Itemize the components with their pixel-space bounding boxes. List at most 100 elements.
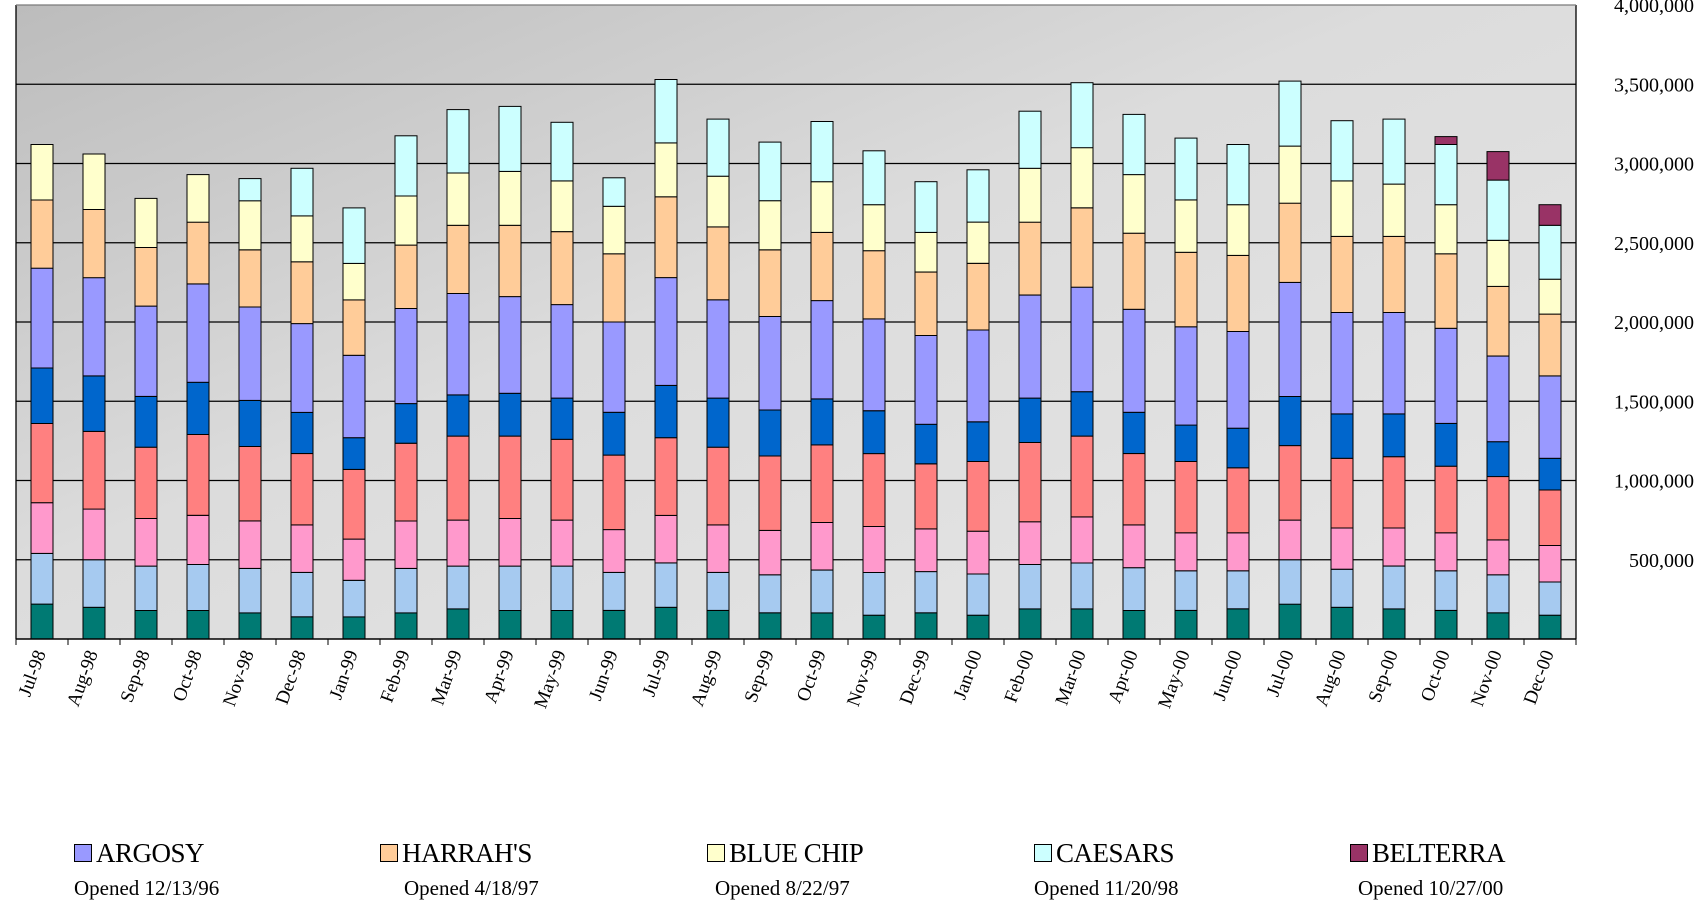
x-tick-label: Sep-98	[117, 648, 155, 706]
bar-segment	[342, 437, 366, 470]
bar-segment	[914, 463, 938, 530]
bar-segment	[1538, 375, 1562, 459]
bar-segment	[342, 616, 366, 640]
bar-segment	[186, 283, 210, 383]
legend-item-belterra: BELTERRA Opened 10/27/00	[1350, 838, 1570, 901]
bar-segment	[446, 394, 470, 437]
legend-item-argosy: ARGOSY Opened 12/13/96	[74, 838, 294, 901]
bar-segment	[1070, 286, 1094, 393]
bar-segment	[550, 304, 574, 399]
bar-segment	[1226, 570, 1250, 610]
bar-segment	[914, 528, 938, 573]
x-tick-label: Sep-99	[741, 648, 779, 706]
x-tick-label: Feb-99	[377, 648, 415, 706]
bar-segment	[1486, 539, 1510, 576]
bar-segment	[1070, 608, 1094, 640]
bar-segment	[654, 606, 678, 640]
legend-swatch-caesars	[1034, 844, 1052, 862]
bar-segment	[1486, 476, 1510, 541]
bar-segment	[1382, 183, 1406, 237]
legend-label-argosy: ARGOSY	[96, 837, 205, 868]
legend-opened-blue-chip: Opened 8/22/97	[715, 876, 850, 900]
bar-segment	[966, 573, 990, 616]
x-tick-label: Dec-98	[272, 648, 311, 708]
x-tick-label: Nov-98	[219, 648, 259, 710]
bar-segment	[290, 215, 314, 263]
legend-swatch-argosy	[74, 844, 92, 862]
bar-segment	[134, 197, 158, 248]
bar-segment	[550, 438, 574, 521]
bar-segment	[1538, 545, 1562, 583]
bar-segment	[706, 175, 730, 228]
bar-segment	[966, 421, 990, 462]
y-tick-labels: 500,000 1,000,000 1,500,000 2,000,000 2,500,…	[1614, 0, 1694, 572]
x-tick-label: May-99	[530, 648, 570, 712]
bar-segment	[238, 520, 262, 569]
y-tick-label: 2,500,000	[1614, 233, 1694, 255]
bar-segment	[1486, 574, 1510, 614]
legend-label-belterra: BELTERRA	[1372, 837, 1506, 868]
bar-segment	[394, 612, 418, 640]
legend-label-blue-chip: BLUE CHIP	[729, 837, 864, 868]
bar-segment	[1278, 519, 1302, 561]
bar-segment	[498, 610, 522, 640]
bar-segment	[654, 277, 678, 386]
x-tick-label: Aug-00	[1311, 648, 1351, 710]
bar-segment	[810, 231, 834, 302]
bar-segment	[1226, 144, 1250, 206]
bar-segment	[498, 392, 522, 437]
bar-segment	[706, 571, 730, 611]
bar-segment	[810, 121, 834, 183]
x-tick-label: Apr-99	[480, 648, 518, 706]
bar-segment	[238, 249, 262, 308]
bar-segment	[290, 167, 314, 217]
bar-segment	[966, 530, 990, 575]
bar-segment	[498, 565, 522, 611]
bar-segment	[654, 384, 678, 439]
bar-segment	[82, 508, 106, 561]
bar-segment	[862, 453, 886, 528]
bar-segment	[1018, 167, 1042, 223]
bar-segment	[1278, 559, 1302, 605]
bar-segment	[1382, 118, 1406, 185]
legend-label-caesars: CAESARS	[1056, 837, 1175, 868]
bar-segment	[238, 306, 262, 401]
bar-segment	[1434, 144, 1458, 206]
bar-segment	[394, 135, 418, 197]
bar-segment	[1486, 239, 1510, 287]
bar-segment	[602, 529, 626, 573]
bar-segment	[1122, 453, 1146, 526]
bar-segment	[966, 169, 990, 223]
x-tick-label: Jun-00	[1209, 648, 1246, 704]
bar-segment	[1434, 253, 1458, 329]
bar-segment	[134, 518, 158, 567]
bar-segment	[1330, 180, 1354, 237]
y-tick-label: 3,500,000	[1614, 74, 1694, 96]
bar-segment	[862, 410, 886, 455]
x-tick-label: Mar-00	[1052, 648, 1091, 708]
bar-segment	[966, 262, 990, 331]
bar-segment	[706, 610, 730, 640]
bar-segment	[1070, 516, 1094, 564]
bar-segment	[290, 323, 314, 413]
bar-segment	[342, 354, 366, 439]
legend: ARGOSY Opened 12/13/96 HARRAH'S Opened 4…	[0, 838, 1701, 918]
bar-segment	[1538, 224, 1562, 280]
bar-segment	[30, 603, 54, 640]
bar-segment	[758, 316, 782, 411]
x-tick-label: Aug-98	[63, 648, 103, 710]
bar-segment	[498, 105, 522, 172]
bar-segment	[966, 461, 990, 532]
legend-item-caesars: CAESARS Opened 11/20/98	[1034, 838, 1254, 901]
bar-segment	[758, 574, 782, 614]
bar-segment	[134, 396, 158, 448]
bar-segment	[1330, 606, 1354, 640]
bar-segment	[810, 569, 834, 614]
bar-segment	[706, 118, 730, 177]
bar-segment	[1330, 235, 1354, 313]
bar-segment	[602, 411, 626, 456]
bar-segment	[550, 519, 574, 567]
bar-segment	[550, 121, 574, 182]
bar-segment	[82, 559, 106, 608]
bar-segment	[290, 571, 314, 618]
